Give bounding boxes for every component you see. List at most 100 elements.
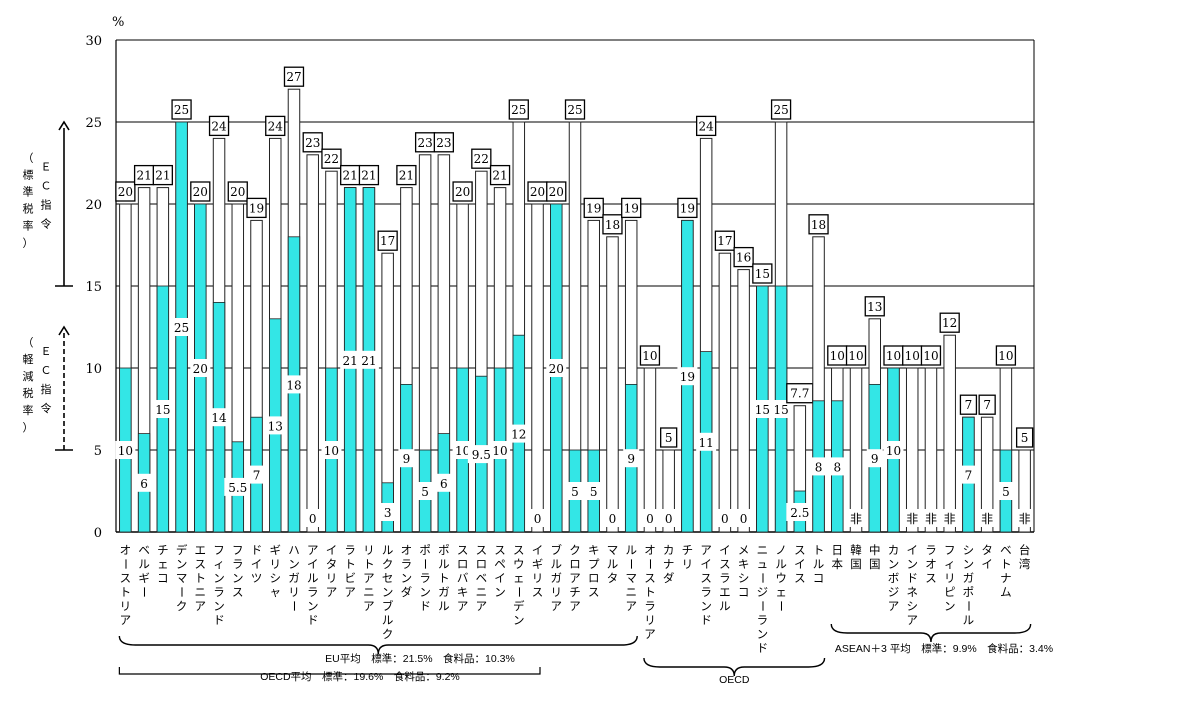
bar-group: 13 9 xyxy=(864,296,885,533)
standard-label: 20 xyxy=(118,185,133,199)
reduced-label-bg xyxy=(529,509,546,527)
bar-group: 21 15 xyxy=(152,164,173,533)
reduced-label: 0 xyxy=(721,512,729,526)
reduced-label-bg xyxy=(467,445,495,464)
category-char: ク xyxy=(176,599,188,613)
category-char: ス xyxy=(232,585,244,599)
category-label: ラオス xyxy=(925,543,937,585)
bar-group: 21 21 xyxy=(358,164,380,533)
reduced-label-bg xyxy=(304,509,321,527)
category-char: ボ xyxy=(888,571,900,585)
category-char: コ xyxy=(738,585,750,599)
category-char: イ xyxy=(532,543,544,557)
category-char: ル xyxy=(438,557,450,571)
category-char: ド xyxy=(419,599,431,613)
bar-group: 5非 xyxy=(1015,427,1034,533)
category-char: ウ xyxy=(513,557,525,571)
annotation-label-0-char: 標 xyxy=(23,168,34,182)
reduced-label-bg xyxy=(358,350,379,369)
bar-standard xyxy=(1018,449,1031,533)
category-char: リ xyxy=(944,571,956,585)
category-char: カ xyxy=(888,543,900,557)
standard-label: 7.7 xyxy=(790,387,809,401)
bar-group: 23 5 xyxy=(414,132,436,533)
category-char: イ xyxy=(326,543,338,557)
annotation-sublabel-1-char: 指 xyxy=(41,382,52,396)
y-tick-15: 15 xyxy=(85,280,102,295)
category-char: ニ xyxy=(363,585,375,599)
standard-label-box xyxy=(733,246,754,268)
category-char: ー xyxy=(755,600,769,612)
bar-group: 17 0 xyxy=(714,230,736,533)
standard-label-box xyxy=(564,99,586,120)
brace-oecd xyxy=(643,657,826,677)
reduced-label-bg xyxy=(735,509,752,527)
reduced-label-bg xyxy=(248,465,265,484)
category-char: ド xyxy=(757,641,769,655)
standard-label: 20 xyxy=(530,185,545,199)
category-char: ラ xyxy=(925,543,937,557)
standard-label: 23 xyxy=(417,136,432,150)
reduced-label: 21 xyxy=(361,354,376,368)
annotation-label-1-char: 率 xyxy=(23,403,34,417)
category-char: ポ xyxy=(438,543,450,557)
standard-label: 5 xyxy=(665,431,673,445)
category-char: 日 xyxy=(832,543,844,557)
standard-label-box xyxy=(283,66,305,87)
category-char: ペ xyxy=(494,557,506,571)
bar-standard xyxy=(924,367,938,533)
category-char: ニ xyxy=(195,585,207,599)
reduced-label-bg xyxy=(283,375,304,394)
standard-label-box xyxy=(808,214,829,235)
category-char: ス xyxy=(120,571,132,585)
standard-label-box xyxy=(152,164,173,186)
reduced-label-bg xyxy=(696,432,717,451)
category-char: イ xyxy=(251,557,263,571)
category-char: ニ xyxy=(476,585,488,599)
reduced-label-bg xyxy=(340,350,361,369)
category-char: ア xyxy=(307,543,319,557)
standard-label: 21 xyxy=(399,169,414,183)
standard-label-box xyxy=(115,181,136,202)
reduced-label: 2.5 xyxy=(790,506,809,520)
standard-label: 18 xyxy=(605,218,620,232)
bar-group: 7非 xyxy=(978,394,996,533)
reduced-label: 9.5 xyxy=(472,448,491,462)
category-char: バ xyxy=(457,571,469,585)
category-char: イ xyxy=(719,543,731,557)
reduced-label-bg xyxy=(623,449,640,468)
reduced-label: 19 xyxy=(680,370,695,384)
annotation-sublabel-0-char: 指 xyxy=(41,198,52,212)
category-char: ト xyxy=(195,571,207,585)
category-char: デ xyxy=(176,543,188,557)
standard-label: 27 xyxy=(286,70,301,84)
bar-group: 24 13 xyxy=(265,115,286,533)
standard-label-box xyxy=(864,296,885,317)
standard-label-box xyxy=(845,345,867,366)
annotation-label-1-char: （ xyxy=(23,336,34,349)
category-char: 韓 xyxy=(850,543,862,557)
bar-group: 229.5 xyxy=(467,148,495,533)
reduced-label: 非 xyxy=(1019,512,1031,526)
reduced-label-bg xyxy=(265,416,286,435)
category-label: 韓国 xyxy=(850,543,862,571)
category-char: オ xyxy=(401,543,413,557)
category-char: ル xyxy=(382,613,394,627)
category-char: ル xyxy=(813,557,825,571)
standard-label-box xyxy=(265,115,286,137)
category-label: 台湾 xyxy=(1019,543,1031,571)
category-char: シ xyxy=(269,571,281,585)
annotation-arrow-head-0 xyxy=(58,120,70,131)
standard-label-box xyxy=(714,230,736,251)
category-char: ィ xyxy=(944,557,956,571)
y-tick-25: 25 xyxy=(85,116,102,131)
bar-group: 21 21 xyxy=(340,164,361,533)
category-char: ル xyxy=(607,557,619,571)
